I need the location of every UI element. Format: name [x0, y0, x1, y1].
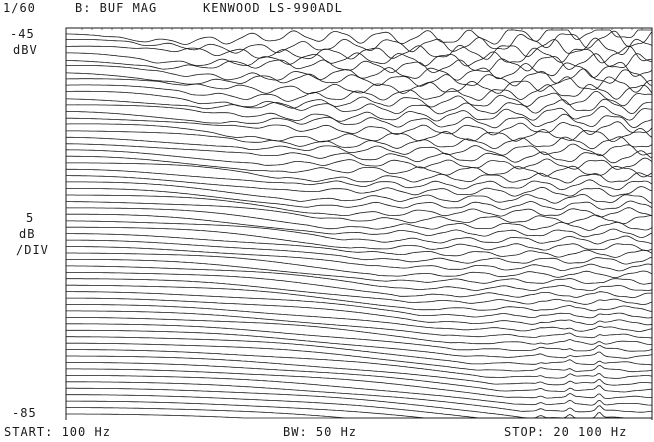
- scale-value: 5: [26, 211, 35, 225]
- y-bottom-value: -85: [12, 406, 37, 420]
- waterfall-trace: [66, 162, 653, 184]
- waterfall-trace: [66, 278, 653, 305]
- waterfall-trace: [66, 188, 653, 210]
- waterfall-trace: [66, 342, 653, 373]
- waterfall-trace: [66, 68, 653, 87]
- waterfall-trace: [66, 336, 653, 366]
- waterfall-trace: [66, 375, 652, 406]
- waterfall-trace: [66, 111, 653, 129]
- waterfall-trace: [65, 30, 653, 54]
- waterfall-trace: [66, 194, 653, 218]
- waterfall-trace: [66, 265, 653, 292]
- waterfall-trace: [66, 362, 653, 393]
- waterfall-trace: [66, 381, 653, 413]
- waterfall-trace: [66, 304, 653, 332]
- waterfall-trace: [65, 53, 653, 74]
- bandwidth-label: BW: 50 Hz: [283, 425, 358, 439]
- waterfall-trace: [66, 407, 652, 419]
- start-frequency-label: START: 100 Hz: [4, 425, 111, 439]
- waterfall-trace: [66, 213, 653, 238]
- waterfall-trace: [66, 368, 653, 399]
- waterfall-trace: [66, 329, 653, 359]
- waterfall-trace: [66, 387, 652, 419]
- waterfall-trace: [66, 413, 652, 419]
- waterfall-trace: [66, 76, 653, 94]
- waterfall-trace: [66, 317, 652, 345]
- waterfall-trace: [66, 181, 653, 204]
- device-name-label: KENWOOD LS-990ADL: [203, 1, 343, 15]
- waterfall-trace: [66, 349, 653, 379]
- waterfall-trace: [66, 323, 653, 352]
- trace-index-label: 1/60: [3, 1, 36, 15]
- y-top-value: -45: [10, 27, 35, 41]
- waterfall-trace: [66, 90, 653, 109]
- waterfall-trace: [66, 259, 653, 285]
- scale-unit: dB: [19, 227, 36, 241]
- waterfall-trace: [65, 168, 653, 191]
- waterfall-trace: [66, 233, 653, 258]
- waterfall-trace: [66, 130, 653, 150]
- waterfall-trace: [66, 175, 653, 197]
- waterfall-trace: [66, 226, 653, 252]
- waterfall-trace: [66, 297, 653, 326]
- waterfall-trace: [66, 291, 653, 319]
- waterfall-trace: [66, 310, 653, 339]
- waterfall-trace: [66, 117, 653, 136]
- trace-mode-label: B: BUF MAG: [75, 1, 158, 15]
- waterfall-trace: [65, 143, 653, 164]
- y-top-unit: dBV: [13, 43, 38, 57]
- waterfall-trace: [66, 104, 652, 122]
- waterfall-trace: [66, 284, 653, 312]
- waterfall-trace: [66, 201, 653, 225]
- waterfall-trace: [66, 45, 653, 67]
- waterfall-trace: [66, 155, 653, 178]
- waterfall-trace: [66, 123, 653, 143]
- waterfall-trace: [66, 246, 653, 272]
- waterfall-trace: [65, 29, 652, 45]
- stop-frequency-label: STOP: 20 100 Hz: [504, 425, 628, 439]
- waterfall-trace: [66, 136, 653, 157]
- waterfall-trace: [66, 149, 653, 170]
- plot-frame: [65, 27, 653, 420]
- waterfall-trace: [66, 83, 653, 102]
- waterfall-trace: [65, 37, 653, 60]
- waterfall-trace: [66, 207, 653, 231]
- waterfall-trace: [66, 355, 653, 386]
- waterfall-trace: [66, 98, 653, 115]
- waterfall-trace: [65, 271, 652, 298]
- waterfall-trace: [66, 239, 653, 265]
- waterfall-trace: [66, 252, 653, 278]
- waterfall-trace: [66, 220, 653, 245]
- scale-per-division: /DIV: [16, 243, 49, 257]
- plot-border: [65, 27, 653, 420]
- waterfall-traces: [65, 29, 653, 419]
- waterfall-trace: [66, 394, 652, 419]
